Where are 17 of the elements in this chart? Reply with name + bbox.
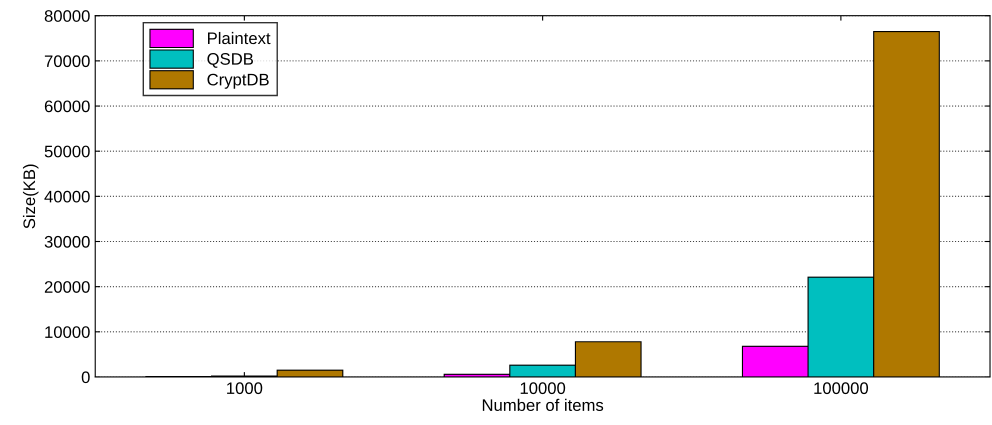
legend-label: Plaintext [208, 32, 270, 44]
y-tick-label: 20000 [44, 281, 90, 293]
x-axis-title: Number of items [482, 398, 604, 412]
x-tick-label: 10000 [520, 382, 566, 394]
legend-label: CryptDB [207, 74, 269, 89]
y-tick-label: 0 [82, 371, 90, 384]
y-tick-label: 50000 [44, 146, 90, 158]
y-axis-title: Size(KB) [22, 164, 38, 228]
y-tick-label: 10000 [45, 326, 90, 338]
x-tick-label: 1000 [227, 382, 262, 394]
legend-label: QSDB [207, 53, 253, 68]
x-tick-label: 100000 [814, 382, 868, 394]
y-tick-label: 30000 [44, 236, 90, 248]
y-tick-label: 40000 [44, 190, 90, 203]
y-tick-label: 70000 [44, 55, 90, 68]
y-tick-label: 60000 [44, 100, 90, 112]
y-tick-label: 80000 [44, 10, 90, 22]
